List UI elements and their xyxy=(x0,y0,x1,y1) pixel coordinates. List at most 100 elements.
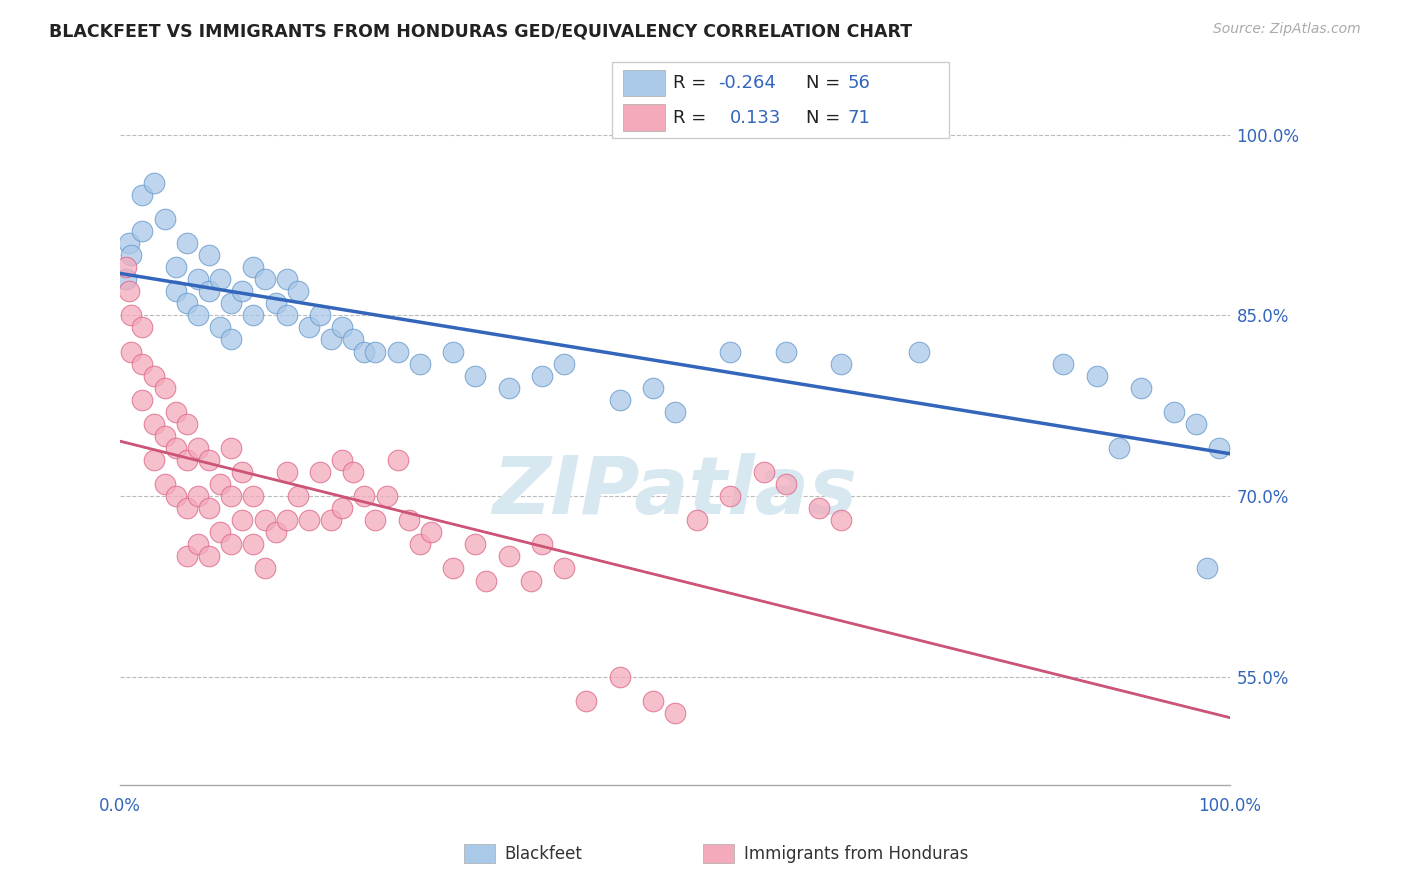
Point xyxy=(530,368,553,383)
Text: 56: 56 xyxy=(848,74,870,92)
Point xyxy=(198,549,221,564)
Point xyxy=(276,513,298,527)
Point xyxy=(176,549,198,564)
Point xyxy=(830,357,852,371)
Point xyxy=(498,549,520,564)
Point xyxy=(153,211,176,226)
Text: -0.264: -0.264 xyxy=(718,74,776,92)
Point xyxy=(187,441,209,455)
Point xyxy=(1129,381,1152,395)
Point xyxy=(641,694,664,708)
Point xyxy=(519,574,541,588)
Point xyxy=(808,501,831,516)
Point xyxy=(330,320,353,334)
Point xyxy=(219,537,242,551)
Point xyxy=(775,477,797,491)
Point xyxy=(1108,441,1130,455)
Text: R =: R = xyxy=(673,74,713,92)
Point xyxy=(242,489,264,503)
Point xyxy=(176,417,198,431)
Point xyxy=(131,392,153,407)
Point xyxy=(187,272,209,286)
Point xyxy=(198,501,221,516)
Point xyxy=(409,537,432,551)
Text: BLACKFEET VS IMMIGRANTS FROM HONDURAS GED/EQUIVALENCY CORRELATION CHART: BLACKFEET VS IMMIGRANTS FROM HONDURAS GE… xyxy=(49,22,912,40)
Text: Immigrants from Honduras: Immigrants from Honduras xyxy=(744,845,969,863)
Point xyxy=(219,441,242,455)
Point xyxy=(153,477,176,491)
Point xyxy=(276,272,298,286)
Point xyxy=(142,453,165,467)
Text: ZIPatlas: ZIPatlas xyxy=(492,453,858,531)
Point xyxy=(364,513,387,527)
Point xyxy=(165,489,187,503)
Point xyxy=(176,501,198,516)
Point xyxy=(209,525,232,540)
Point xyxy=(115,260,138,275)
Point xyxy=(176,235,198,250)
Point xyxy=(176,296,198,310)
Point xyxy=(409,357,432,371)
Point xyxy=(118,235,141,250)
Point xyxy=(664,405,686,419)
Point xyxy=(1163,405,1185,419)
Text: R =: R = xyxy=(673,109,713,127)
Point xyxy=(464,368,486,383)
Point xyxy=(364,344,387,359)
Text: 0.133: 0.133 xyxy=(730,109,782,127)
Point xyxy=(209,477,232,491)
Point xyxy=(319,333,342,347)
Point xyxy=(298,320,321,334)
Point xyxy=(287,285,309,299)
Point xyxy=(142,368,165,383)
Point xyxy=(342,465,364,479)
Point xyxy=(131,357,153,371)
Point xyxy=(198,285,221,299)
Point xyxy=(309,309,332,323)
Point xyxy=(187,489,209,503)
Point xyxy=(686,513,709,527)
Point xyxy=(441,561,464,575)
Point xyxy=(775,344,797,359)
Point xyxy=(165,405,187,419)
Point xyxy=(219,296,242,310)
Point xyxy=(353,344,375,359)
Point xyxy=(387,453,409,467)
Point xyxy=(187,309,209,323)
Point xyxy=(231,513,253,527)
Point xyxy=(464,537,486,551)
Point xyxy=(253,561,276,575)
Point xyxy=(375,489,398,503)
Point xyxy=(387,344,409,359)
Point xyxy=(530,537,553,551)
Point xyxy=(720,344,742,359)
Point xyxy=(609,392,631,407)
Point xyxy=(641,381,664,395)
Point xyxy=(209,320,232,334)
Point xyxy=(153,429,176,443)
Point xyxy=(198,248,221,262)
Point xyxy=(219,333,242,347)
Point xyxy=(165,260,187,275)
Point xyxy=(276,465,298,479)
Point xyxy=(131,224,153,238)
Point xyxy=(231,285,253,299)
Point xyxy=(120,309,142,323)
Point xyxy=(309,465,332,479)
Point xyxy=(1185,417,1208,431)
Point xyxy=(553,357,575,371)
Text: N =: N = xyxy=(806,109,845,127)
Point xyxy=(1085,368,1108,383)
Point xyxy=(609,670,631,684)
Point xyxy=(120,344,142,359)
Point xyxy=(253,272,276,286)
Point xyxy=(276,309,298,323)
Text: Source: ZipAtlas.com: Source: ZipAtlas.com xyxy=(1213,22,1361,37)
Point xyxy=(419,525,441,540)
Point xyxy=(298,513,321,527)
Point xyxy=(264,525,287,540)
Point xyxy=(330,501,353,516)
Text: N =: N = xyxy=(806,74,845,92)
Point xyxy=(498,381,520,395)
Point xyxy=(441,344,464,359)
